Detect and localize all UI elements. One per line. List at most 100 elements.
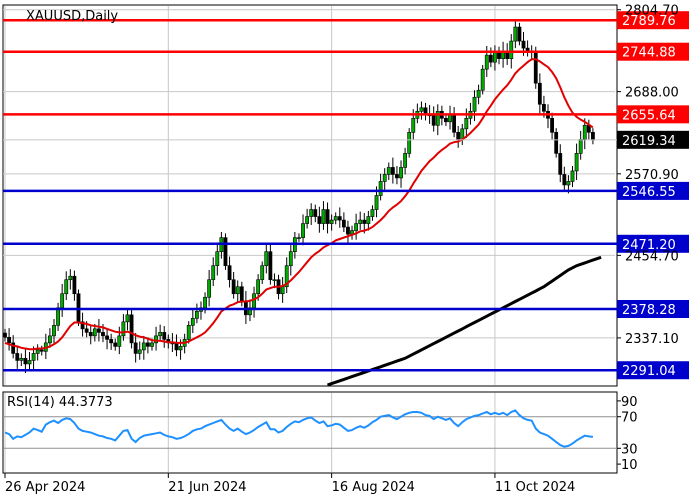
- candle: [574, 143, 579, 181]
- candle-body: [537, 82, 542, 105]
- candle-body: [227, 265, 232, 281]
- candle-body: [48, 335, 52, 344]
- candle-body: [174, 342, 179, 351]
- rsi-layer: [3, 409, 617, 449]
- candle: [399, 160, 403, 188]
- candle-body: [19, 358, 24, 361]
- candle: [476, 84, 481, 105]
- candle-body: [211, 265, 216, 281]
- candle: [537, 73, 542, 114]
- candle-body: [333, 216, 338, 221]
- candle: [570, 166, 575, 188]
- candle: [305, 208, 310, 229]
- candle-body: [137, 349, 142, 354]
- rsi-label: RSI(14) 44.3773: [7, 395, 113, 410]
- candle-body: [72, 275, 77, 295]
- price-tick-label-4: 2337.10: [625, 332, 679, 347]
- candle-body: [378, 181, 383, 196]
- candle: [194, 303, 199, 324]
- candle: [3, 328, 7, 342]
- candle-body: [452, 114, 457, 133]
- candle: [215, 244, 220, 276]
- candle: [517, 22, 522, 46]
- candle: [284, 257, 289, 294]
- candle-body: [533, 51, 538, 84]
- candle-body: [88, 332, 93, 337]
- candle: [211, 257, 216, 287]
- candle: [223, 233, 228, 270]
- candle-body: [239, 286, 244, 302]
- candle: [113, 338, 118, 351]
- candle-body: [178, 346, 183, 351]
- candle: [88, 326, 93, 345]
- support-level-label-2: 2378.28: [622, 303, 676, 318]
- price-panel: [2, 4, 618, 387]
- support-level-label-0: 2546.55: [622, 185, 676, 200]
- resistance-level-tag-0: [617, 11, 689, 30]
- candle: [52, 319, 56, 345]
- candle-body: [484, 54, 489, 70]
- candle: [513, 21, 518, 49]
- candle: [309, 203, 314, 225]
- candle-body: [268, 251, 273, 281]
- candle: [19, 353, 24, 367]
- support-level-tag-1: [617, 234, 689, 253]
- candle: [444, 114, 448, 127]
- candle: [386, 162, 391, 181]
- candle-body: [370, 209, 375, 217]
- candle-body: [125, 314, 130, 323]
- candle-body: [337, 216, 342, 221]
- candle: [378, 173, 383, 201]
- candle-body: [35, 349, 40, 354]
- price-tick-label-2: 2570.90: [625, 168, 679, 183]
- candle: [370, 205, 375, 221]
- candle-body: [313, 209, 318, 217]
- candle: [35, 344, 40, 361]
- candle: [333, 212, 338, 225]
- candle-body: [207, 279, 212, 298]
- resistance-level-label-1: 2744.88: [622, 46, 676, 61]
- candle: [329, 214, 334, 231]
- candle: [554, 128, 559, 158]
- candle: [550, 112, 554, 140]
- candle: [7, 328, 11, 351]
- current-price-tag: [617, 130, 689, 149]
- candle-body: [386, 167, 391, 175]
- candle-body: [480, 68, 485, 91]
- candle: [133, 333, 138, 363]
- candle-body: [105, 335, 109, 340]
- candle-body: [109, 339, 114, 344]
- candle: [207, 269, 212, 307]
- candle: [366, 210, 371, 231]
- candle: [48, 328, 52, 348]
- ma-fast-line: [4, 58, 594, 351]
- rsi-tick-label-0: 90: [621, 395, 638, 410]
- candle: [325, 202, 330, 234]
- candle-body: [56, 307, 60, 326]
- price-tick-label-0: 2804.70: [625, 4, 679, 19]
- candle: [117, 326, 122, 355]
- candle: [480, 64, 485, 95]
- candle: [435, 104, 440, 136]
- candle-body: [472, 96, 477, 112]
- candle-body: [297, 237, 301, 239]
- candle-body: [558, 153, 563, 175]
- candle-body: [194, 311, 199, 319]
- candle-body: [129, 314, 134, 344]
- candle-body: [260, 265, 265, 281]
- candle-body: [374, 195, 379, 210]
- candle: [11, 335, 16, 359]
- candle: [80, 312, 85, 337]
- candle-body: [341, 219, 346, 228]
- resistance-level-tag-2: [617, 105, 689, 124]
- support-level-tag-0: [617, 181, 689, 200]
- candle: [235, 280, 240, 303]
- candle: [533, 46, 538, 89]
- candle-body: [407, 132, 412, 154]
- candle: [419, 101, 424, 120]
- candle-body: [591, 132, 595, 141]
- candle-body: [493, 51, 497, 63]
- candle-body: [382, 174, 387, 182]
- candle: [97, 319, 101, 342]
